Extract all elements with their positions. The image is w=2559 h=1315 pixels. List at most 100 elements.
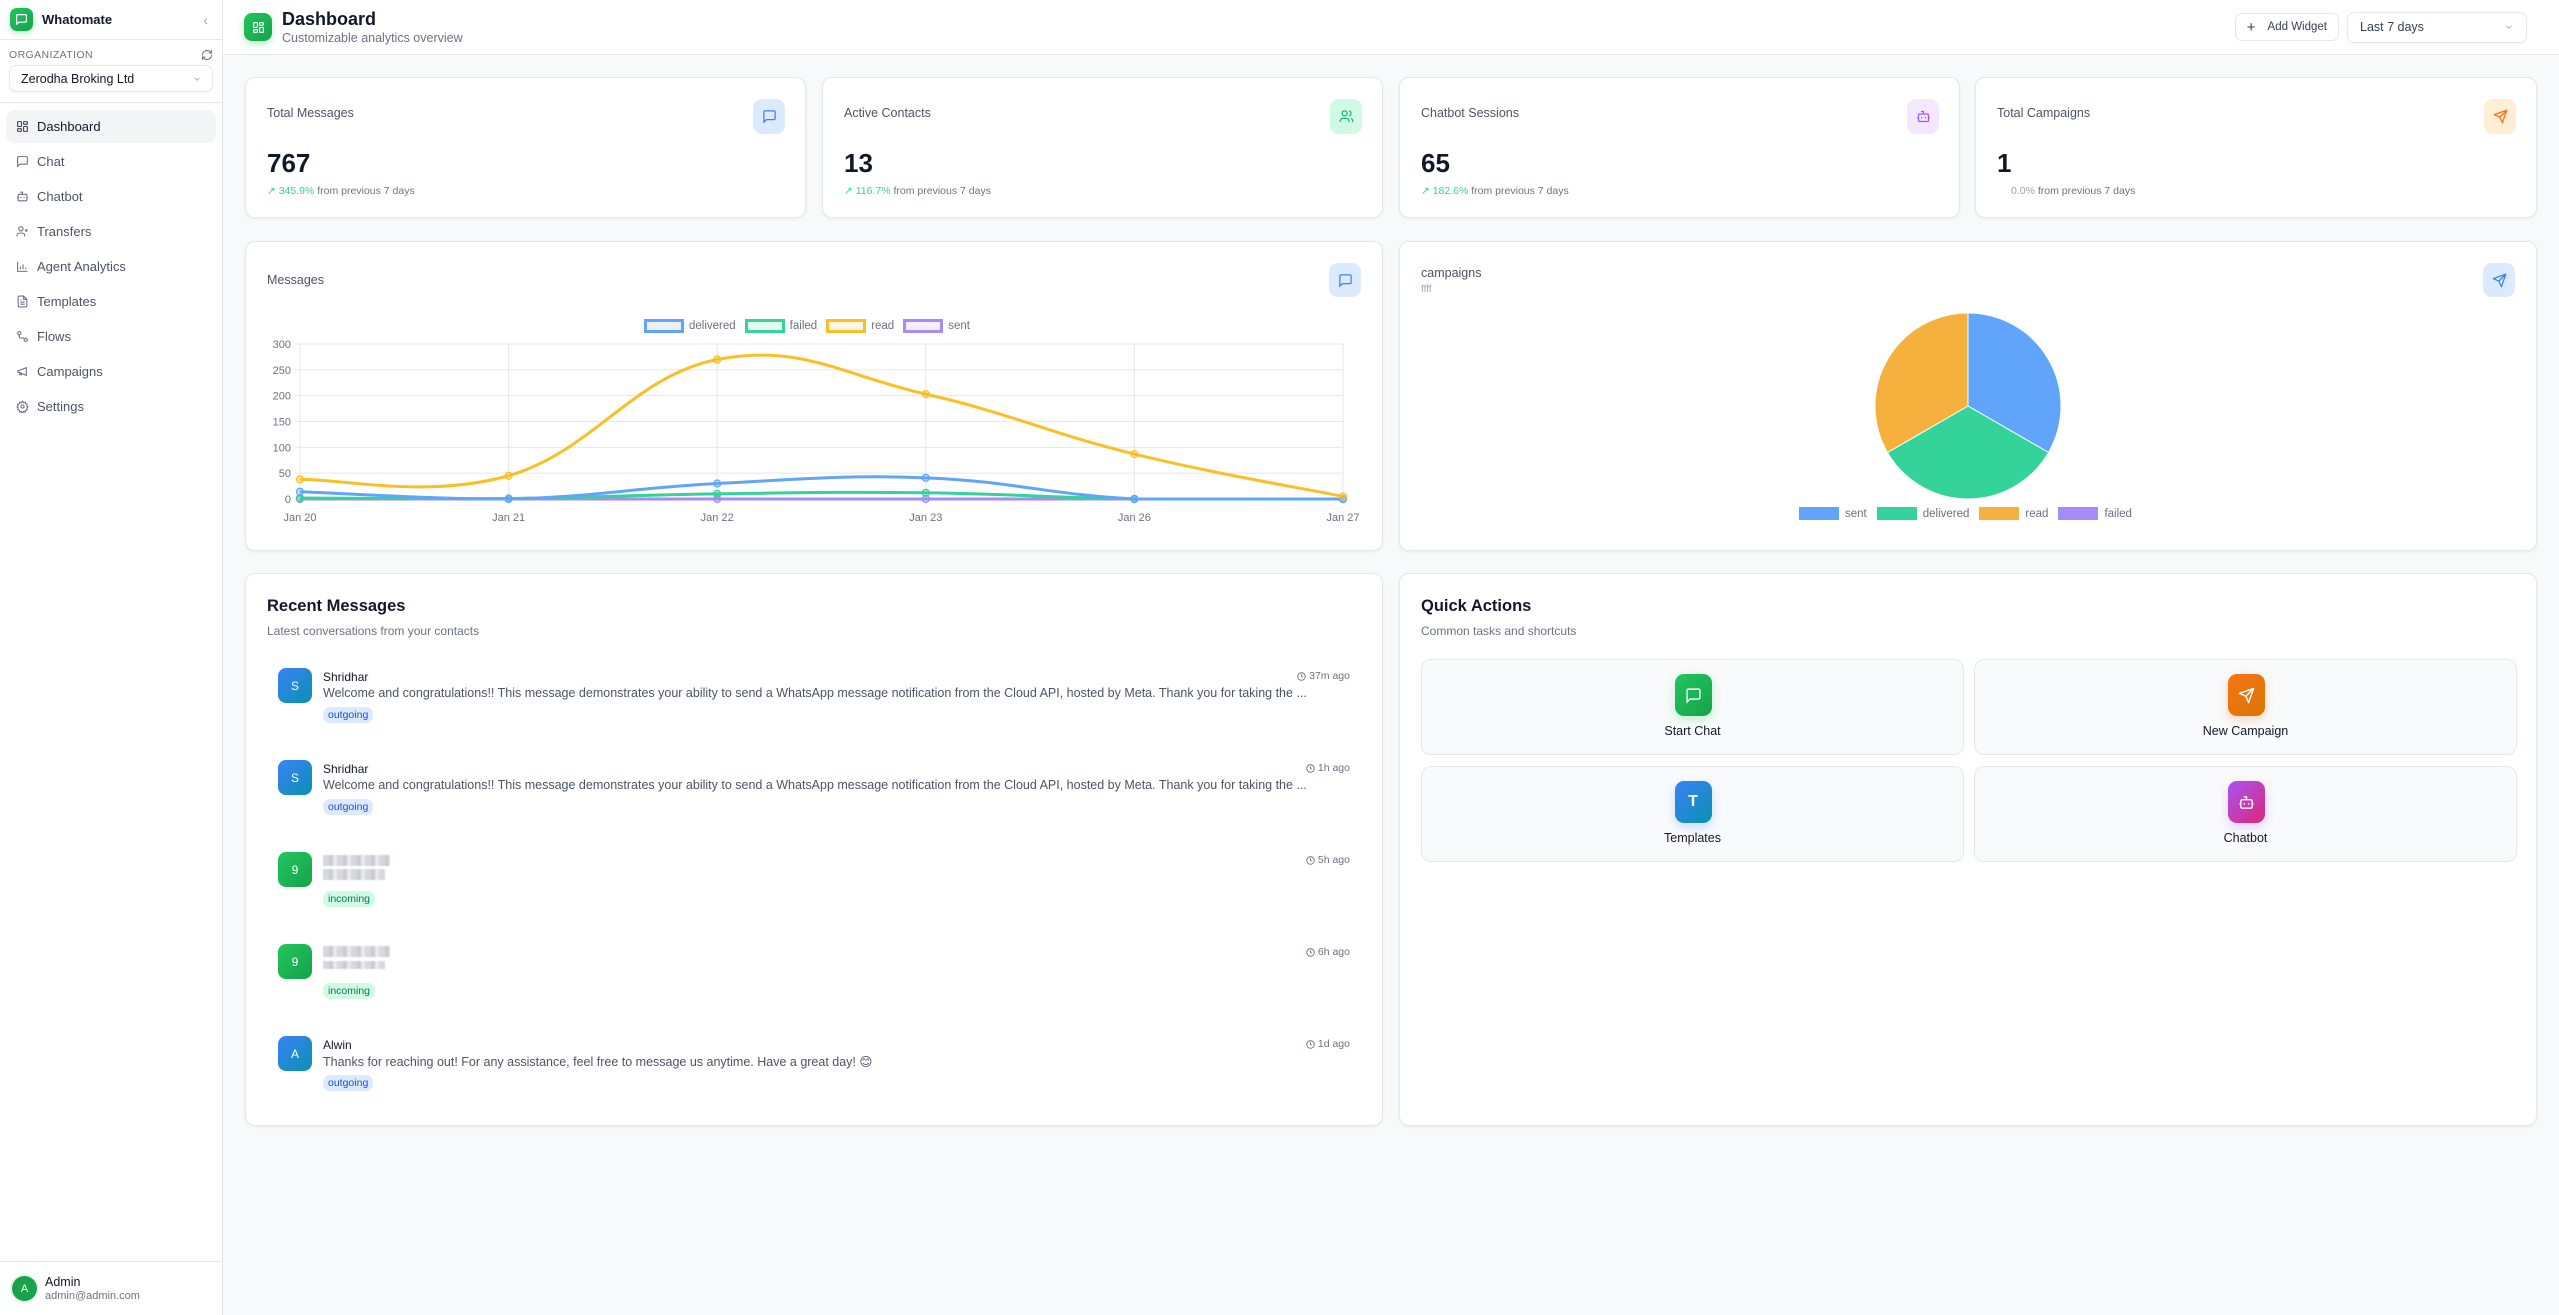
workflow-icon <box>17 331 28 342</box>
sidebar-item-flows[interactable]: Flows <box>6 320 216 353</box>
sidebar-item-transfers[interactable]: Transfers <box>6 215 216 248</box>
timestamp: 37m ago <box>1297 670 1350 682</box>
clock-icon <box>1297 671 1306 681</box>
svg-text:Jan 26: Jan 26 <box>1118 512 1151 524</box>
legend-item[interactable]: failed <box>744 319 817 333</box>
svg-text:Jan 21: Jan 21 <box>492 512 525 524</box>
legend-item[interactable]: read <box>826 319 894 333</box>
timestamp: 5h ago <box>1306 854 1350 866</box>
sidebar-item-settings[interactable]: Settings <box>6 390 216 423</box>
svg-text:300: 300 <box>273 339 291 351</box>
avatar: A <box>278 1036 312 1071</box>
pie-slice-read[interactable] <box>1874 312 1969 454</box>
stat-change: 116.7% <box>855 185 891 197</box>
svg-text:Jan 27: Jan 27 <box>1326 512 1359 524</box>
megaphone-icon <box>17 366 27 377</box>
quick-action-label: Chatbot <box>2223 831 2268 845</box>
add-widget-button[interactable]: + Add Widget <box>2234 13 2339 41</box>
sidebar-item-agent-analytics[interactable]: Agent Analytics <box>6 250 216 283</box>
templates-button[interactable]: T Templates <box>1421 766 1964 862</box>
redacted-name <box>323 946 390 957</box>
date-range-select[interactable]: Last 7 days <box>2347 11 2527 43</box>
quick-action-label: Start Chat <box>1664 724 1721 738</box>
add-widget-label: Add Widget <box>2267 21 2327 33</box>
sidebar-item-label: Campaigns <box>37 364 103 379</box>
svg-text:Jan 20: Jan 20 <box>283 512 316 524</box>
chart-legend: delivered failed read sent <box>644 319 979 333</box>
bot-icon <box>2227 781 2265 823</box>
sidebar-item-chatbot[interactable]: Chatbot <box>6 180 216 213</box>
avatar: S <box>278 668 312 703</box>
legend-item[interactable]: sent <box>1799 507 1867 520</box>
sidebar-item-chat[interactable]: Chat <box>6 145 216 178</box>
sidebar: Whatomate ‹ ORGANIZATION Zerodha Broking… <box>0 0 223 1315</box>
new-campaign-button[interactable]: New Campaign <box>1974 659 2517 755</box>
refresh-icon[interactable] <box>201 49 213 61</box>
line-chart: 0 50 100 150 200 250 300 Jan 20 Jan 21 Jan 22 Jan… <box>273 339 1360 524</box>
stat-trend: 0.0% from previous 7 days <box>1997 185 2135 197</box>
sidebar-item-label: Agent Analytics <box>37 259 126 274</box>
svg-text:250: 250 <box>273 365 291 377</box>
chevron-down-icon <box>2506 25 2512 29</box>
widget-title: campaigns <box>1421 266 1482 280</box>
message-preview: Welcome and congratulations!! This messa… <box>323 686 1307 700</box>
avatar: 9 <box>278 944 312 979</box>
pie-slice-sent[interactable] <box>1967 312 2062 454</box>
organization-section: ORGANIZATION Zerodha Broking Ltd <box>0 40 222 103</box>
direction-badge: outgoing <box>323 799 374 815</box>
legend-item[interactable]: delivered <box>1876 507 1969 520</box>
campaigns-pie-widget: campaigns ffff sent delivered read faile… <box>1399 241 2537 551</box>
clock-icon <box>1306 947 1315 957</box>
legend-item[interactable]: read <box>1979 507 2048 520</box>
pie-slice-delivered[interactable] <box>1886 405 2050 500</box>
sidebar-item-label: Chat <box>37 154 65 169</box>
recent-messages-card: Recent Messages Latest conversations fro… <box>245 573 1383 1126</box>
message-row[interactable]: S Shridhar 37m ago Welcome and congratul… <box>278 668 1350 738</box>
brand: Whatomate ‹ <box>0 0 222 40</box>
message-icon <box>753 99 785 134</box>
sidebar-item-campaigns[interactable]: Campaigns <box>6 355 216 388</box>
message-icon[interactable] <box>1329 263 1361 297</box>
start-chat-button[interactable]: Start Chat <box>1421 659 1964 755</box>
stat-card-chatbot-sessions: Chatbot Sessions 65 ↗ 182.6% from previo… <box>1399 77 1960 218</box>
redacted-preview <box>323 961 385 969</box>
stat-change: 182.6% <box>1432 185 1469 197</box>
stat-value: 1 <box>1997 148 2012 178</box>
widget-title: Messages <box>267 273 324 287</box>
sidebar-item-dashboard[interactable]: Dashboard <box>6 110 216 143</box>
quick-action-label: Templates <box>1664 831 1721 845</box>
stat-change-suffix: from previous 7 days <box>893 185 991 197</box>
sidebar-item-label: Transfers <box>37 224 92 239</box>
message-row[interactable]: A Alwin 1d ago Thanks for reaching out! … <box>278 1036 1350 1106</box>
message-row[interactable]: S Shridhar 1h ago Welcome and congratula… <box>278 760 1350 830</box>
organization-select[interactable]: Zerodha Broking Ltd <box>9 65 213 92</box>
sidebar-item-templates[interactable]: Templates <box>6 285 216 318</box>
message-row[interactable]: 9 5h ago incoming <box>278 852 1350 922</box>
app-name: Whatomate <box>42 12 113 27</box>
widget-subtitle: ffff <box>1421 284 1432 295</box>
chatbot-button[interactable]: Chatbot <box>1974 766 2517 862</box>
clock-icon <box>1306 1039 1315 1049</box>
organization-value: Zerodha Broking Ltd <box>21 71 135 86</box>
direction-badge: outgoing <box>323 1075 374 1091</box>
send-icon[interactable] <box>2483 263 2515 297</box>
stat-card-total-messages: Total Messages 767 ↗ 345.9% from previou… <box>245 77 806 218</box>
avatar: A <box>12 1276 37 1301</box>
message-row[interactable]: 9 6h ago incoming <box>278 944 1350 1014</box>
chevron-down-icon <box>194 76 200 81</box>
legend-item[interactable]: sent <box>903 319 970 333</box>
timestamp: 1d ago <box>1306 1038 1350 1050</box>
dashboard-icon <box>17 121 28 132</box>
message-preview: Thanks for reaching out! For any assista… <box>323 1055 873 1069</box>
users-icon <box>1330 99 1362 134</box>
avatar: 9 <box>278 852 312 887</box>
app-logo-icon <box>10 8 33 31</box>
collapse-sidebar-button[interactable]: ‹ <box>203 11 208 28</box>
user-profile[interactable]: A Admin admin@admin.com <box>0 1261 222 1315</box>
dashboard-icon <box>244 13 272 41</box>
bar-chart-icon <box>17 261 28 272</box>
legend-item[interactable]: failed <box>2058 507 2132 520</box>
file-text-icon <box>17 295 28 308</box>
redacted-preview <box>323 869 385 880</box>
legend-item[interactable]: delivered <box>644 319 736 333</box>
